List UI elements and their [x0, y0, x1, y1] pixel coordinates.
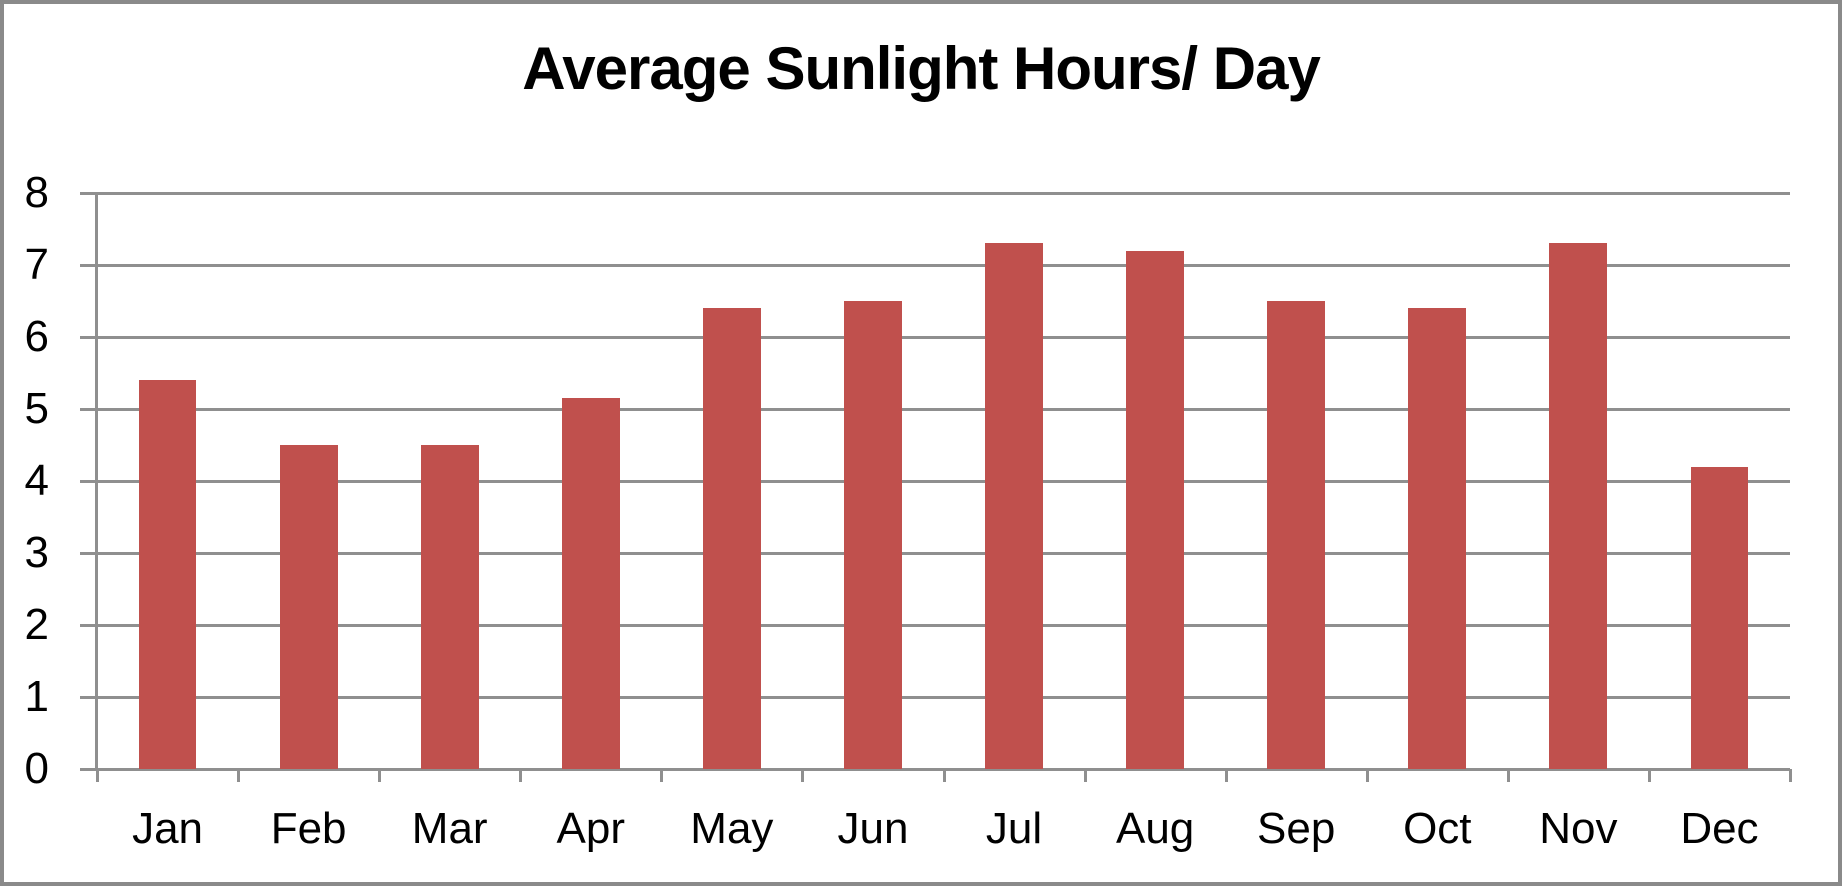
x-tick-label-apr: Apr: [556, 804, 626, 853]
x-axis-tick: [660, 769, 664, 782]
x-axis-tick: [519, 769, 523, 782]
y-tick-label: 6: [24, 312, 49, 361]
y-tick-label: 1: [24, 672, 49, 721]
x-tick-label-feb: Feb: [270, 804, 347, 853]
gridline: [97, 480, 1790, 483]
bar-nov: [1549, 243, 1608, 769]
x-axis-tick: [1789, 769, 1792, 782]
bar-jul: [985, 243, 1043, 769]
x-axis-tick: [1647, 769, 1651, 782]
y-tick-label: 7: [24, 240, 49, 289]
y-tick-label: 0: [24, 744, 49, 793]
y-tick-label: 2: [24, 600, 49, 649]
bar-feb: [279, 445, 338, 769]
y-axis-tick: [80, 408, 97, 411]
y-axis-tick: [80, 624, 97, 627]
chart-title: Average Sunlight Hours/ Day: [522, 35, 1321, 102]
y-tick-label: 8: [24, 168, 49, 217]
x-axis-tick: [801, 769, 805, 782]
x-axis-tick: [237, 769, 241, 782]
x-tick-label-jun: Jun: [837, 804, 909, 853]
y-axis-tick: [80, 552, 97, 555]
x-tick-label-may: May: [690, 804, 774, 853]
gridline: [97, 696, 1790, 699]
x-tick-label-jul: Jul: [985, 804, 1043, 853]
y-axis-tick: [80, 480, 97, 483]
y-tick-label: 3: [24, 528, 49, 577]
gridline: [97, 552, 1790, 555]
x-tick-label-oct: Oct: [1403, 804, 1472, 853]
gridline: [97, 624, 1790, 627]
bar-aug: [1126, 250, 1185, 769]
bar-dec: [1690, 466, 1749, 769]
bar-may: [702, 308, 761, 769]
gridline: [97, 264, 1790, 267]
x-tick-label-sep: Sep: [1257, 804, 1336, 853]
x-axis-tick: [96, 769, 99, 782]
bar-jun: [844, 301, 902, 769]
gridline: [97, 408, 1790, 411]
x-tick-label-mar: Mar: [411, 804, 488, 853]
x-axis-tick: [378, 769, 382, 782]
bar-apr: [561, 398, 620, 769]
y-tick-label: 4: [24, 456, 49, 505]
y-axis-tick: [80, 336, 97, 339]
y-axis-tick: [80, 696, 97, 699]
bar-oct: [1408, 308, 1467, 769]
x-axis-line: [80, 768, 1790, 771]
y-axis-tick: [80, 264, 97, 267]
x-axis-tick: [1506, 769, 1510, 782]
x-axis-tick: [1365, 769, 1369, 782]
bar-mar: [420, 445, 479, 769]
bar-jan: [138, 380, 197, 769]
bar-sep: [1267, 301, 1326, 769]
x-tick-label-dec: Dec: [1680, 804, 1759, 853]
x-axis-tick: [1083, 769, 1087, 782]
x-tick-label-nov: Nov: [1539, 804, 1618, 853]
x-axis-tick: [1224, 769, 1228, 782]
gridline: [97, 336, 1790, 339]
x-axis-tick: [942, 769, 946, 782]
y-tick-label: 5: [24, 384, 49, 433]
x-tick-label-aug: Aug: [1115, 804, 1195, 853]
gridline: [97, 192, 1790, 195]
plot-area: 0 1 2 3 4 5 6 7 8 Jan Feb Mar Apr May Jun Jul Aug Sep Oct N…: [25, 169, 1792, 853]
y-axis-tick: [80, 768, 97, 771]
x-tick-label-jan: Jan: [132, 804, 204, 853]
y-axis-tick: [80, 192, 97, 195]
